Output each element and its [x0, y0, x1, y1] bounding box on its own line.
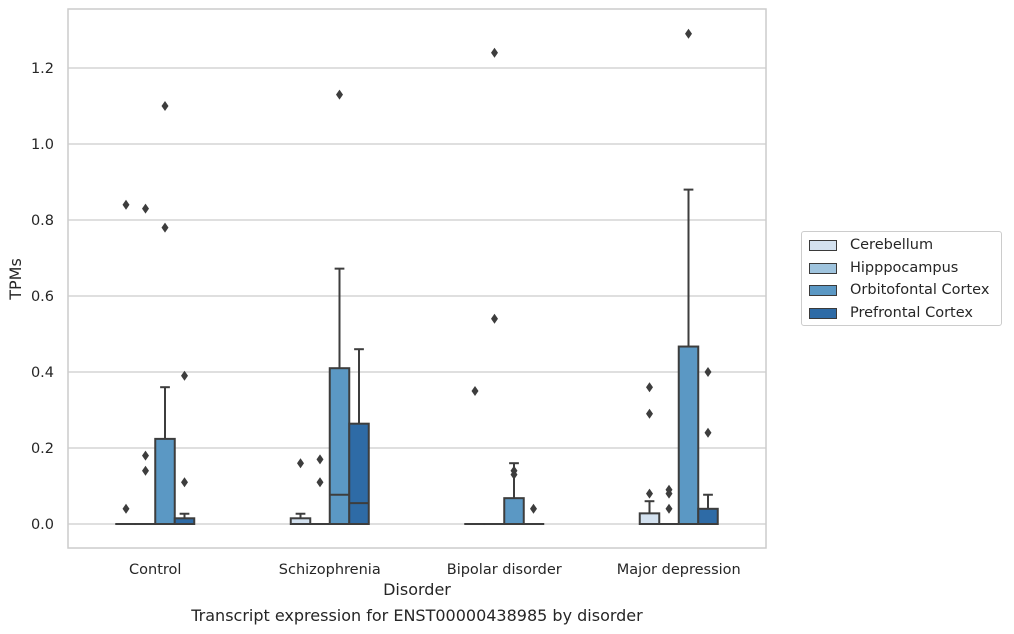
box-marks [115, 28, 719, 526]
box-group [289, 458, 312, 525]
box-group [638, 382, 661, 525]
box-rect [154, 437, 176, 526]
box-rect [348, 422, 370, 525]
box-group [697, 367, 719, 525]
legend-label: Cerebellum [850, 237, 934, 253]
y-tick-label: 0.4 [31, 365, 54, 381]
outlier-point [704, 427, 712, 438]
legend-swatch-prefrontal [809, 307, 837, 319]
legend-label: Orbitofontal Cortex [850, 282, 990, 298]
outlier-point [316, 454, 324, 465]
outlier-point [704, 367, 712, 377]
outlier-point [181, 370, 188, 381]
box-rect [697, 507, 719, 525]
box-group [134, 203, 157, 526]
outlier-point [336, 89, 343, 100]
outlier-point [142, 450, 149, 461]
outlier-point [161, 222, 169, 233]
outlier-point [471, 386, 479, 396]
legend-swatch-orbitofrontal [809, 284, 837, 296]
outlier-point [316, 477, 324, 488]
outlier-point [491, 47, 498, 58]
outlier-point [142, 203, 149, 214]
x-tick-label: Bipolar disorder [447, 562, 562, 578]
outlier-point [122, 199, 130, 210]
outlier-point [161, 101, 169, 111]
legend: Cerebellum Hipppocampus Orbitofontal Cor… [801, 231, 1002, 326]
box-rect [328, 367, 351, 526]
outlier-point [510, 465, 518, 476]
x-tick-label: Schizophrenia [279, 562, 381, 578]
box-group [503, 462, 525, 526]
box-group [483, 47, 506, 526]
box-group [464, 386, 486, 526]
box-group [173, 370, 196, 525]
legend-swatch-cerebellum [809, 239, 837, 251]
outlier-point [491, 313, 498, 324]
x-tick-label: Major depression [617, 562, 741, 578]
outlier-point [530, 503, 537, 514]
outlier-point [665, 484, 673, 495]
legend-item-prefrontal: Prefrontal Cortex [809, 303, 973, 323]
box-group [328, 89, 351, 526]
x-axis-label: Disorder [383, 580, 451, 599]
outlier-point [665, 503, 673, 514]
legend-label: Hipppocampus [850, 260, 959, 276]
chart-caption: Transcript expression for ENST0000043898… [191, 606, 643, 625]
y-tick-labels: 0.0 0.2 0.4 0.6 0.8 1.0 1.2 [31, 61, 54, 533]
plot-area-frame [67, 8, 767, 549]
box-group [677, 28, 700, 526]
box-rect [503, 497, 525, 526]
outlier-point [142, 465, 149, 476]
legend-swatch-hippocampus [809, 262, 837, 274]
legend-label: Prefrontal Cortex [850, 305, 973, 321]
x-tick-labels: Control Schizophrenia Bipolar disorder Majo… [129, 562, 741, 578]
legend-item-orbitofrontal: Orbitofontal Cortex [809, 280, 989, 300]
box-group [658, 484, 680, 526]
y-tick-label: 0.0 [31, 517, 54, 533]
outlier-point [646, 408, 653, 419]
outlier-point [181, 477, 188, 488]
y-tick-label: 0.2 [31, 441, 54, 457]
outlier-point [646, 488, 653, 499]
y-tick-label: 1.2 [31, 61, 54, 77]
y-tick-label: 0.6 [31, 289, 54, 305]
box-group [309, 454, 331, 526]
box-group [348, 348, 370, 525]
legend-item-hippocampus: Hipppocampus [809, 258, 958, 278]
y-tick-label: 0.8 [31, 213, 54, 229]
box-group [154, 101, 176, 526]
outlier-point [646, 382, 653, 393]
y-tick-label: 1.0 [31, 137, 54, 153]
outlier-point [685, 28, 692, 39]
box-rect [638, 512, 661, 525]
x-tick-label: Control [129, 562, 181, 578]
box-group [522, 503, 545, 526]
legend-item-cerebellum: Cerebellum [809, 235, 933, 255]
box-rect [677, 345, 700, 526]
y-axis-label: TPMs [6, 258, 25, 301]
outlier-point [297, 458, 304, 469]
outlier-point [122, 503, 130, 514]
box-group [115, 199, 137, 526]
